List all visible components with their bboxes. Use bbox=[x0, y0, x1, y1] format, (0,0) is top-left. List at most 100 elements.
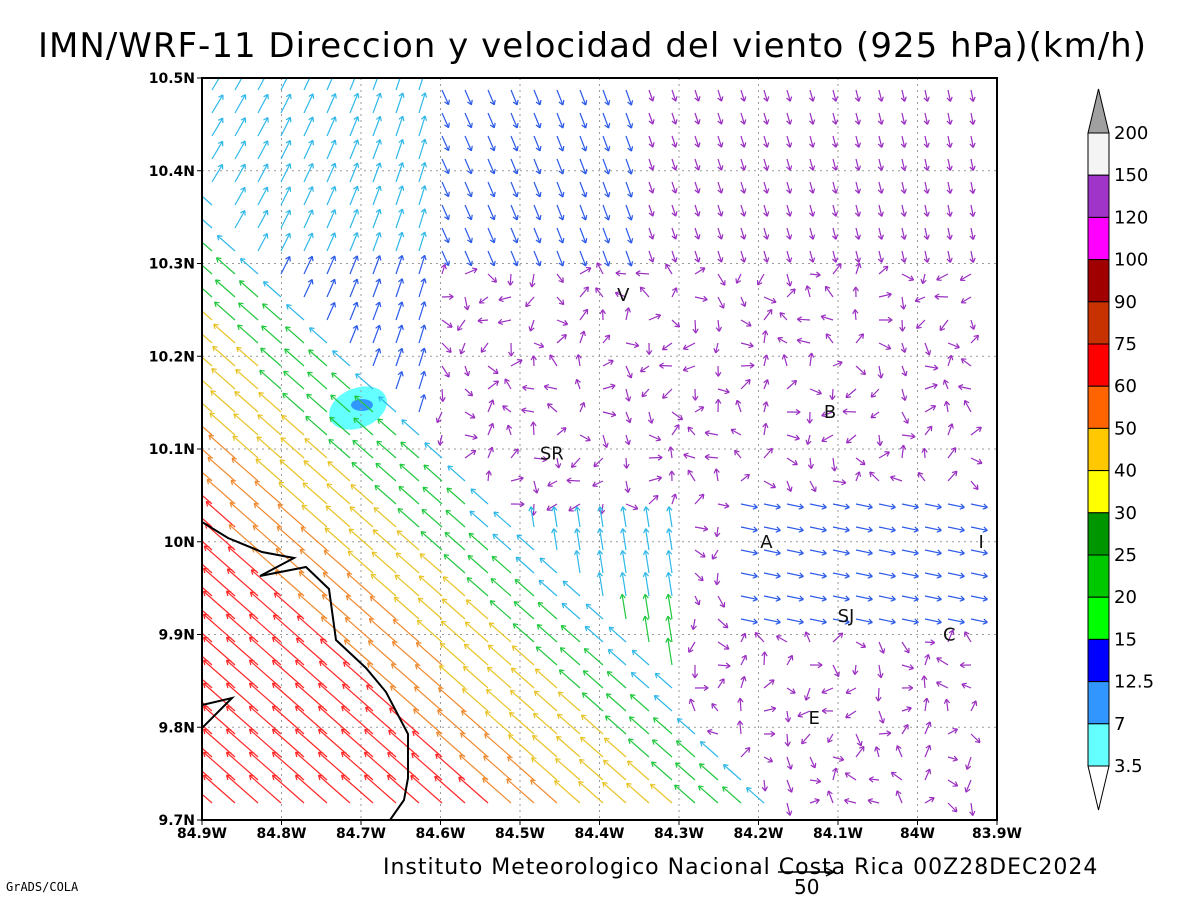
wind-vector bbox=[805, 434, 812, 446]
wind-vector bbox=[372, 278, 382, 298]
wind-vector bbox=[852, 286, 860, 298]
wind-vector bbox=[551, 528, 558, 551]
wind-vector bbox=[763, 447, 773, 459]
wind-vector bbox=[234, 163, 246, 183]
wind-vector bbox=[390, 663, 420, 689]
wind-vector bbox=[970, 700, 978, 712]
wind-vector bbox=[901, 411, 909, 424]
colorbar-label: 40 bbox=[1114, 461, 1137, 482]
wind-vector bbox=[831, 158, 839, 171]
wind-vector bbox=[257, 140, 269, 160]
wind-vector bbox=[671, 319, 681, 328]
wind-vector bbox=[202, 774, 236, 804]
wind-vector bbox=[602, 781, 627, 804]
wind-vector bbox=[502, 405, 512, 413]
wind-vector bbox=[332, 350, 351, 367]
colorbar-label: 15 bbox=[1114, 629, 1137, 650]
wind-vector bbox=[832, 632, 844, 643]
wind-vector bbox=[437, 434, 444, 446]
wind-vector bbox=[736, 720, 744, 735]
wind-vector bbox=[323, 549, 351, 574]
wind-vector bbox=[855, 471, 862, 482]
wind-vector bbox=[878, 451, 890, 459]
wind-vector bbox=[478, 296, 489, 304]
wind-vector bbox=[625, 341, 640, 349]
wind-vector bbox=[854, 181, 862, 194]
reference-vector-label: 50 bbox=[794, 875, 819, 899]
wind-vector bbox=[786, 434, 800, 441]
wind-vector bbox=[615, 270, 627, 277]
wind-vector bbox=[671, 89, 678, 102]
wind-vector bbox=[900, 89, 907, 102]
wind-vector bbox=[694, 525, 709, 532]
wind-vector bbox=[602, 181, 611, 198]
wind-vector bbox=[715, 365, 722, 377]
wind-vector bbox=[258, 391, 282, 413]
wind-vector bbox=[366, 662, 397, 689]
wind-vector bbox=[692, 388, 699, 401]
wind-vector bbox=[740, 503, 758, 510]
wind-vector bbox=[533, 112, 542, 129]
wind-vector bbox=[211, 140, 224, 160]
wind-vector bbox=[210, 390, 236, 413]
wind-vector bbox=[202, 793, 213, 804]
wind-vector bbox=[283, 370, 305, 390]
wind-vector bbox=[582, 670, 604, 689]
wind-vector bbox=[740, 296, 747, 308]
wind-vector bbox=[370, 573, 397, 597]
wind-vector bbox=[349, 162, 360, 183]
wind-vector bbox=[214, 279, 236, 298]
wind-vector bbox=[342, 661, 374, 689]
wind-vector bbox=[642, 615, 650, 643]
colorbar-swatch bbox=[1087, 343, 1110, 387]
wind-vector bbox=[299, 548, 328, 574]
wind-vector bbox=[464, 227, 473, 244]
colorbar-label: 3.5 bbox=[1114, 756, 1143, 777]
wind-vector bbox=[418, 161, 427, 183]
wind-vector bbox=[809, 388, 822, 396]
colorbar-swatch bbox=[1087, 427, 1110, 472]
wind-vector bbox=[665, 615, 673, 643]
wind-vector bbox=[377, 418, 397, 436]
wind-vector bbox=[671, 158, 678, 171]
wind-vector bbox=[946, 204, 953, 217]
city-label: SJ bbox=[838, 606, 855, 627]
wind-vector bbox=[629, 694, 650, 712]
wind-vector bbox=[326, 78, 333, 91]
wind-vector bbox=[285, 326, 305, 344]
city-label: A bbox=[760, 532, 773, 553]
wind-vector bbox=[386, 774, 420, 804]
wind-vector bbox=[349, 301, 359, 321]
wind-vector bbox=[257, 209, 269, 229]
wind-vector bbox=[809, 227, 816, 240]
wind-vector bbox=[372, 208, 382, 229]
wind-vector bbox=[326, 301, 337, 321]
wind-vector bbox=[373, 507, 397, 528]
wind-vector bbox=[756, 273, 765, 286]
wind-vector bbox=[596, 262, 604, 275]
wind-vector bbox=[349, 208, 359, 229]
wind-vector bbox=[326, 483, 351, 505]
wind-vector bbox=[635, 270, 650, 277]
wind-vector bbox=[363, 774, 397, 804]
wind-vector bbox=[596, 571, 604, 597]
wind-vector bbox=[308, 349, 328, 367]
wind-vector bbox=[302, 482, 328, 505]
wind-vector bbox=[921, 675, 928, 689]
wind-vector bbox=[234, 210, 246, 229]
wind-vector bbox=[303, 78, 311, 91]
wind-vector bbox=[282, 392, 305, 413]
wind-vector bbox=[469, 510, 489, 528]
wind-vector bbox=[901, 664, 914, 671]
wind-vector bbox=[832, 595, 850, 602]
wind-vector bbox=[969, 112, 976, 125]
wind-vector bbox=[399, 463, 420, 482]
wind-vector bbox=[568, 503, 581, 512]
wind-vector bbox=[781, 354, 788, 367]
wind-vector bbox=[717, 678, 725, 689]
wind-vector bbox=[740, 675, 747, 689]
wind-vector bbox=[786, 802, 793, 816]
wind-vector bbox=[441, 181, 450, 198]
wind-vector bbox=[786, 595, 804, 602]
colorbar-label: 120 bbox=[1114, 207, 1148, 228]
